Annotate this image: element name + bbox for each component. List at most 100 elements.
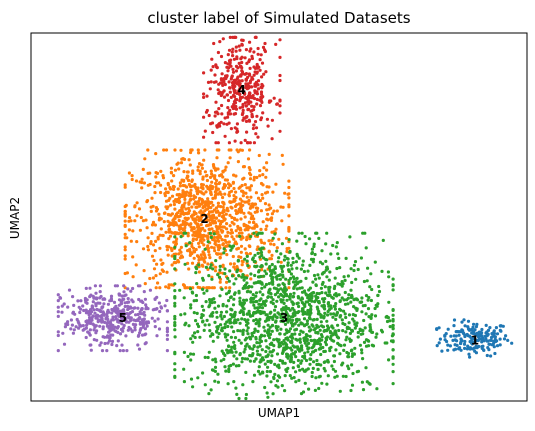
data-point xyxy=(202,243,206,247)
data-point xyxy=(207,323,211,327)
data-point xyxy=(216,335,220,339)
data-point xyxy=(258,298,262,302)
data-point xyxy=(478,330,482,335)
data-point xyxy=(391,326,395,330)
data-point xyxy=(173,328,177,332)
data-point xyxy=(222,122,226,126)
data-point xyxy=(219,252,223,256)
data-point xyxy=(102,313,106,317)
data-point xyxy=(270,272,274,276)
data-point xyxy=(230,50,234,54)
data-point xyxy=(238,329,242,333)
data-point xyxy=(298,338,302,342)
data-point xyxy=(112,300,117,304)
data-point xyxy=(214,141,218,145)
data-point xyxy=(196,215,200,219)
data-point xyxy=(209,388,213,392)
data-point xyxy=(470,338,474,342)
data-point xyxy=(60,310,64,314)
data-point xyxy=(56,330,60,334)
data-point xyxy=(179,313,183,317)
data-point xyxy=(146,236,150,240)
data-point xyxy=(312,242,316,246)
data-point xyxy=(173,368,177,372)
data-point xyxy=(259,250,264,255)
data-point xyxy=(258,335,262,339)
data-point xyxy=(265,224,269,228)
data-point xyxy=(123,232,127,236)
data-point xyxy=(222,314,226,319)
data-point xyxy=(239,210,243,214)
data-point xyxy=(190,261,195,265)
data-point xyxy=(205,94,209,98)
data-point xyxy=(344,315,348,320)
data-point xyxy=(306,308,310,313)
data-point xyxy=(325,266,329,270)
data-point xyxy=(226,276,230,280)
data-point xyxy=(241,260,245,264)
data-point xyxy=(247,198,251,203)
data-point xyxy=(218,271,222,275)
data-point xyxy=(353,313,357,318)
data-point xyxy=(255,90,259,94)
data-point xyxy=(186,231,190,235)
data-point xyxy=(173,350,177,354)
data-point xyxy=(321,280,325,285)
data-point xyxy=(265,374,269,378)
data-point xyxy=(247,166,251,170)
data-point xyxy=(107,330,111,334)
data-point xyxy=(213,219,217,223)
data-point xyxy=(173,335,177,339)
data-point xyxy=(259,248,263,252)
data-point xyxy=(369,316,373,320)
data-point xyxy=(360,380,364,384)
data-point xyxy=(290,300,294,304)
data-point xyxy=(179,235,183,239)
data-point xyxy=(223,82,227,87)
data-point xyxy=(452,334,456,338)
data-point xyxy=(335,310,339,315)
cluster-label-4: 4 xyxy=(238,83,246,97)
data-point xyxy=(103,341,107,346)
data-point xyxy=(178,200,182,204)
data-point xyxy=(245,329,249,333)
data-point xyxy=(136,334,140,338)
data-point xyxy=(292,360,296,364)
data-point xyxy=(123,248,127,252)
data-point xyxy=(256,52,260,56)
data-point xyxy=(228,90,232,94)
data-point xyxy=(208,266,212,270)
data-point xyxy=(207,392,211,396)
data-point xyxy=(262,241,266,245)
data-point xyxy=(123,301,127,305)
data-point xyxy=(241,194,245,198)
data-point xyxy=(188,163,192,167)
data-point xyxy=(217,248,221,252)
data-point xyxy=(318,260,322,264)
data-point xyxy=(76,299,80,303)
data-point xyxy=(240,360,244,364)
data-point xyxy=(307,341,311,345)
data-point xyxy=(263,303,267,307)
data-point xyxy=(244,84,248,88)
data-point xyxy=(231,67,235,71)
data-point xyxy=(256,245,260,249)
data-point xyxy=(118,311,122,315)
data-point xyxy=(273,308,277,312)
data-point xyxy=(257,302,261,306)
data-point xyxy=(472,335,477,339)
data-point xyxy=(366,266,370,270)
data-point xyxy=(252,311,256,315)
data-point xyxy=(246,157,251,161)
data-point xyxy=(178,184,182,188)
data-point xyxy=(449,334,453,338)
data-point xyxy=(263,202,268,206)
data-point xyxy=(342,348,346,352)
data-point xyxy=(288,292,293,296)
data-point xyxy=(279,264,283,268)
data-point xyxy=(250,96,254,100)
data-point xyxy=(142,290,146,294)
data-point xyxy=(122,290,126,294)
data-point xyxy=(240,317,244,321)
data-point xyxy=(310,323,314,327)
